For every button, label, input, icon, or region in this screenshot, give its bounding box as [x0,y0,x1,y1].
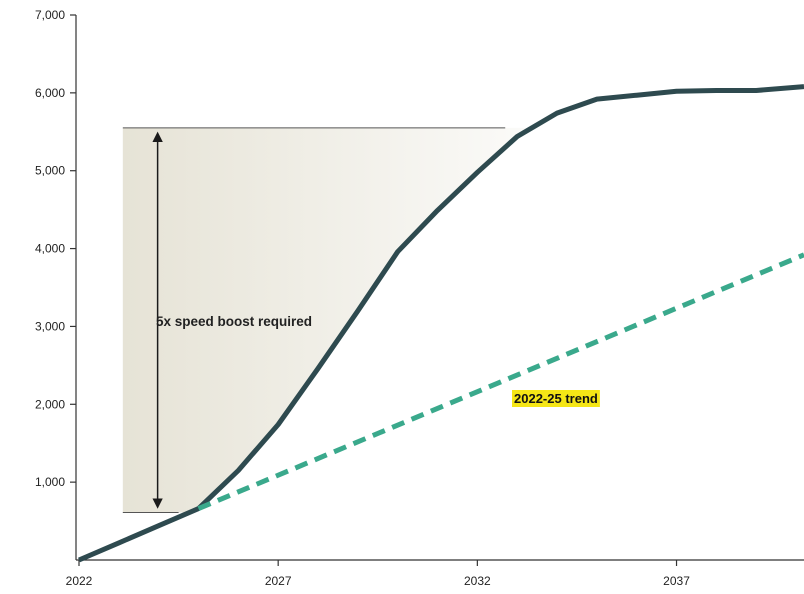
x-tick-label: 2032 [464,574,491,588]
x-tick-label: 2027 [265,574,292,588]
trend-line [197,252,804,511]
y-tick-label: 5,000 [35,164,65,178]
trend-label: 2022-25 trend [514,391,598,406]
y-tick-label: 2,000 [35,397,65,411]
y-tick-label: 7,000 [35,8,65,22]
y-tick-label: 6,000 [35,86,65,100]
annotation-label: 5x speed boost required [156,314,312,329]
x-tick-label: 2022 [66,574,93,588]
y-tick-label: 3,000 [35,319,65,333]
y-tick-label: 1,000 [35,475,65,489]
x-tick-label: 2037 [663,574,690,588]
y-tick-label: 4,000 [35,242,65,256]
shaded-gap-region [122,127,532,513]
trend-label-highlight [512,390,600,407]
